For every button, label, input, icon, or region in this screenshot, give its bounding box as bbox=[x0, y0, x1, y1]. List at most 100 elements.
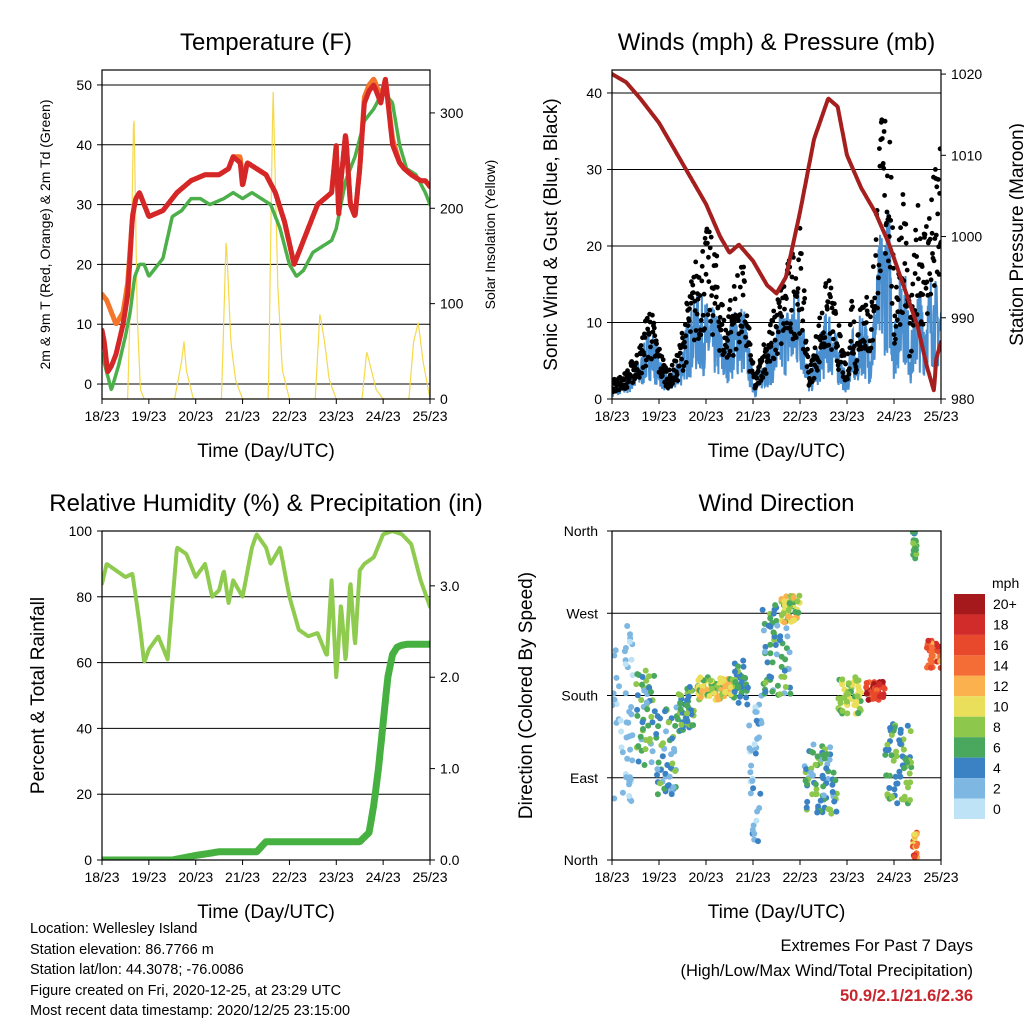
direction-dot bbox=[882, 751, 889, 758]
colorbar-swatch bbox=[954, 594, 985, 615]
direction-dot bbox=[910, 540, 917, 547]
colorbar-label: 6 bbox=[993, 739, 1001, 755]
gust-dot bbox=[658, 366, 664, 372]
direction-dot bbox=[649, 748, 656, 755]
x-tick-label: 20/23 bbox=[688, 869, 723, 885]
direction-dot bbox=[678, 721, 685, 728]
gust-dot bbox=[744, 313, 750, 319]
direction-dot bbox=[894, 780, 901, 787]
direction-dot bbox=[778, 653, 785, 660]
gust-dot bbox=[800, 346, 806, 352]
direction-dot bbox=[752, 708, 759, 715]
direction-dot bbox=[767, 615, 774, 622]
y2-tick-label: 1.0 bbox=[440, 761, 460, 777]
direction-dot bbox=[646, 673, 652, 680]
direction-dot bbox=[783, 625, 790, 632]
direction-dot bbox=[890, 757, 897, 764]
gust-dot bbox=[708, 318, 714, 324]
direction-dot bbox=[637, 733, 644, 740]
direction-dot bbox=[824, 751, 831, 758]
gust-dot bbox=[669, 362, 675, 368]
direction-dot bbox=[629, 757, 636, 764]
direction-dot bbox=[888, 752, 895, 759]
gust-dot bbox=[838, 359, 844, 365]
gust-dot bbox=[829, 347, 834, 352]
direction-dot bbox=[685, 693, 692, 700]
y-tick-label: 50 bbox=[76, 77, 92, 93]
direction-dot bbox=[902, 756, 909, 763]
direction-dot bbox=[665, 719, 672, 726]
gust-dot bbox=[910, 281, 916, 287]
direction-dot bbox=[657, 780, 663, 787]
station-elevation: Station elevation: 86.7766 m bbox=[30, 941, 214, 958]
direction-dot bbox=[633, 681, 640, 688]
direction-dot bbox=[612, 702, 616, 709]
x-tick-label: 18/23 bbox=[84, 869, 119, 885]
y-tick-label: 20 bbox=[586, 238, 602, 254]
gust-dot bbox=[694, 311, 700, 317]
direction-dot bbox=[622, 661, 629, 668]
direction-dot bbox=[891, 724, 898, 731]
direction-dot bbox=[927, 664, 934, 671]
direction-dot bbox=[907, 779, 914, 786]
y-tick-label: 20 bbox=[76, 786, 92, 802]
direction-dot bbox=[804, 798, 811, 805]
panel-direction: Wind DirectionNorthEastSouthWestNorth18/… bbox=[516, 490, 959, 923]
gust-dot bbox=[731, 284, 737, 289]
direction-dot bbox=[750, 785, 757, 792]
gust-dot bbox=[743, 334, 748, 340]
gust-dot bbox=[934, 184, 940, 190]
gust-dot bbox=[869, 299, 875, 305]
gust-dot bbox=[890, 225, 895, 231]
extremes-title: Extremes For Past 7 Days bbox=[780, 937, 973, 955]
direction-dot bbox=[837, 700, 844, 706]
x-tick-label: 22/23 bbox=[272, 869, 307, 885]
direction-dot bbox=[839, 676, 846, 683]
gust-dot bbox=[698, 332, 704, 338]
gust-dot bbox=[680, 368, 686, 373]
direction-dot bbox=[769, 659, 776, 666]
extremes-values: 50.9/2.1/21.6/2.36 bbox=[839, 987, 973, 1005]
direction-dot bbox=[634, 712, 641, 719]
direction-dot bbox=[911, 831, 918, 838]
direction-dot bbox=[674, 716, 681, 723]
gust-dot bbox=[769, 331, 775, 336]
direction-dot bbox=[781, 667, 788, 674]
direction-dot bbox=[829, 789, 836, 795]
plot-area bbox=[612, 72, 941, 398]
direction-dot bbox=[885, 747, 892, 754]
direction-dot bbox=[746, 722, 753, 729]
gust-dot bbox=[788, 329, 794, 334]
gust-dot bbox=[793, 276, 799, 281]
direction-dot bbox=[634, 692, 641, 699]
direction-dot bbox=[876, 681, 883, 688]
direction-dot bbox=[741, 674, 748, 681]
gust-dot bbox=[641, 352, 647, 358]
gust-dot bbox=[886, 214, 892, 220]
direction-dot bbox=[857, 698, 864, 704]
gust-dot bbox=[808, 367, 814, 373]
gust-dot bbox=[912, 271, 918, 276]
direction-dot bbox=[905, 784, 911, 791]
direction-dot bbox=[896, 737, 903, 744]
direction-dot bbox=[817, 797, 824, 804]
gust-dot bbox=[882, 118, 888, 124]
direction-dots bbox=[612, 531, 941, 860]
direction-dot bbox=[617, 717, 624, 724]
direction-dot bbox=[766, 673, 773, 680]
y-tick-label: 30 bbox=[586, 161, 602, 177]
direction-dot bbox=[722, 683, 729, 690]
colorbar-label: 16 bbox=[993, 637, 1009, 653]
direction-dot bbox=[740, 663, 747, 670]
direction-dot bbox=[790, 594, 797, 601]
colorbar-label: 0 bbox=[993, 801, 1001, 817]
direction-dot bbox=[928, 648, 935, 655]
y-axis-label: Sonic Wind & Gust (Blue, Black) bbox=[541, 98, 562, 370]
direction-dot bbox=[666, 773, 673, 780]
direction-dot bbox=[654, 771, 660, 778]
gust-dot bbox=[868, 345, 874, 351]
gust-dot bbox=[799, 251, 804, 257]
gust-dot bbox=[663, 365, 668, 370]
gust-dot bbox=[901, 201, 906, 207]
gust-dot bbox=[825, 299, 831, 305]
